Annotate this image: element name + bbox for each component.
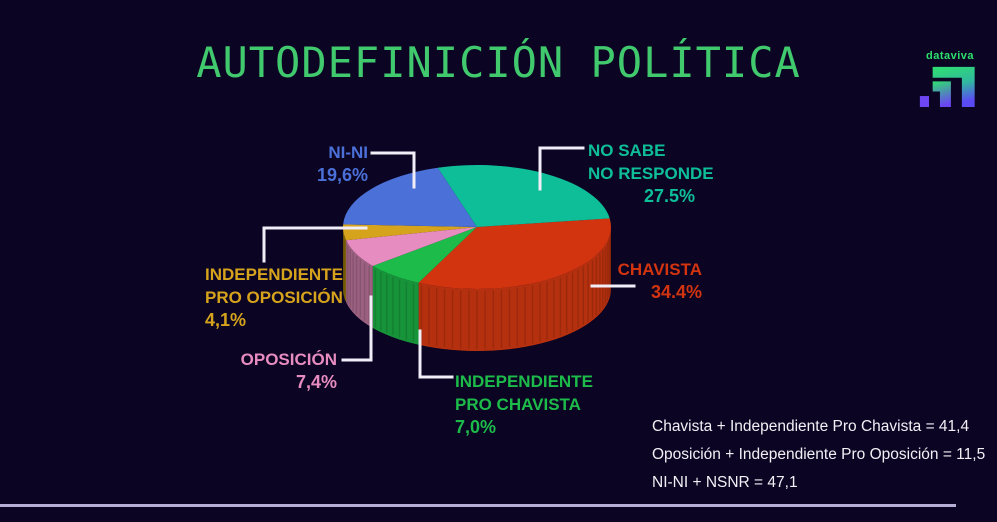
summary-line: Oposición + Independiente Pro Oposición … — [652, 446, 986, 463]
slice-name: INDEPENDIENTE — [455, 372, 593, 391]
slice-label-nini: NI-NI 19,6% — [275, 141, 368, 187]
slice-name: OPOSICIÓN — [240, 350, 337, 369]
dataviva-logo-icon — [919, 66, 975, 107]
slice-pct: 7,0% — [455, 417, 497, 437]
slice-label-nsnr: NO SABE NO RESPONDE 27.5% — [588, 139, 714, 208]
slice-pct: 7,4% — [295, 372, 337, 392]
dataviva-logo: dataviva — [912, 50, 988, 112]
slice-name: NO SABE — [588, 141, 666, 160]
slice-name: NI-NI — [328, 143, 368, 162]
slice-name: CHAVISTA — [617, 260, 702, 279]
slice-pct: 27.5% — [643, 186, 695, 206]
slice-name: INDEPENDIENTE — [205, 265, 343, 284]
chart-title: AUTODEFINICIÓN POLÍTICA — [196, 38, 801, 87]
slice-pct: 4,1% — [205, 310, 247, 330]
slice-name: PRO OPOSICIÓN — [205, 288, 343, 307]
summary-notes: Chavista + Independiente Pro Chavista = … — [652, 413, 985, 497]
slice-name: NO RESPONDE — [588, 164, 714, 183]
slice-label-ind-pro-oposicion: INDEPENDIENTE PRO OPOSICIÓN 4,1% — [205, 263, 343, 332]
summary-line: NI-NI + NSNR = 47,1 — [652, 474, 798, 491]
slice-pct: 34.4% — [650, 282, 702, 302]
slice-label-oposicion: OPOSICIÓN 7,4% — [227, 348, 337, 394]
dataviva-logo-text: dataviva — [925, 50, 975, 62]
slice-pct: 19,6% — [316, 165, 368, 185]
slice-label-chavista: CHAVISTA 34.4% — [616, 258, 702, 304]
slice-name: PRO CHAVISTA — [455, 395, 581, 414]
slice-label-ind-pro-chavista: INDEPENDIENTE PRO CHAVISTA 7,0% — [455, 370, 593, 439]
footer-divider — [0, 504, 956, 507]
summary-line: Chavista + Independiente Pro Chavista = … — [652, 418, 970, 435]
